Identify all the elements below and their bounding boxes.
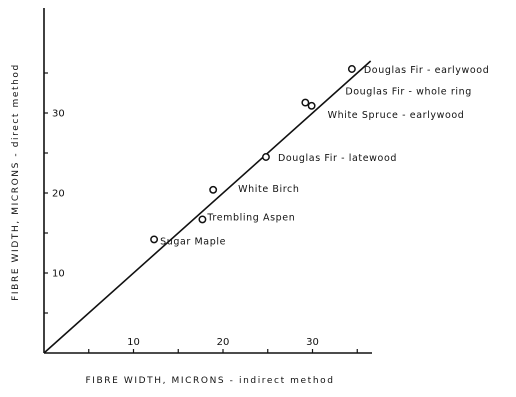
data-point-label: Trembling Aspen [206,212,295,223]
axes [43,8,372,354]
x-ticks: 10 20 30 [127,337,319,348]
y-tick-label: 10 [52,269,65,280]
data-point-label: Douglas Fir - latewood [278,153,397,164]
data-point [209,185,218,194]
data-point [301,98,310,107]
data-point-label: Sugar Maple [160,236,226,247]
equality-reference-line [43,60,372,354]
y-axis-title: FIBRE WIDTH, MICRONS - direct method [11,63,21,301]
data-point [347,65,356,73]
data-point-labels: Douglas Fir - earlywood Douglas Fir - who… [160,65,489,247]
x-tick-label: 30 [306,337,319,348]
x-tick-label: 10 [127,337,140,348]
y-tick-label: 30 [52,109,65,120]
x-axis-title: FIBRE WIDTH, MICRONS - indirect method [85,376,334,386]
data-point [150,235,159,244]
data-point-label: White Spruce - earlywood [328,110,465,121]
y-tick-label: 20 [52,189,65,200]
y-ticks: 10 20 30 [52,109,65,280]
data-point [262,153,270,161]
data-point-label: Douglas Fir - earlywood [364,65,489,76]
x-tick-label: 20 [217,337,230,348]
data-points [150,65,356,244]
data-point-label: White Birch [238,184,299,195]
data-point-label: Douglas Fir - whole ring [345,87,472,98]
minor-ticks [44,72,358,353]
data-point [307,101,316,110]
data-point [198,215,207,224]
